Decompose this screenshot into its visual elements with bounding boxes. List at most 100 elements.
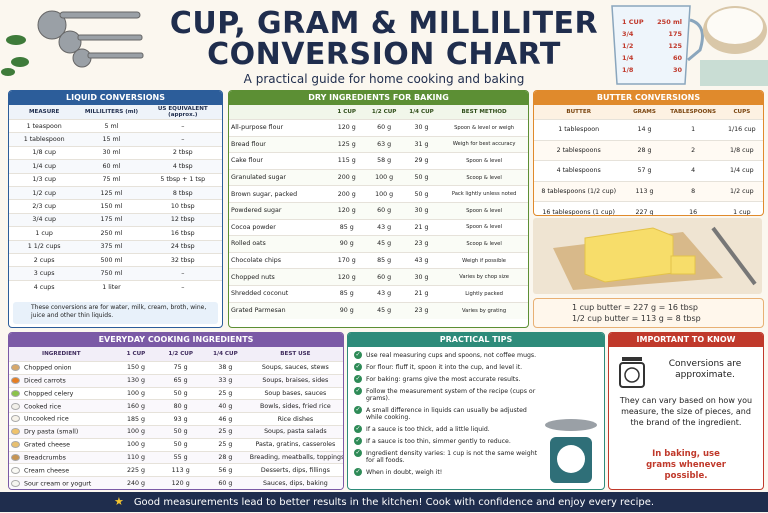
cell-text: 120 g: [171, 479, 190, 487]
table-cell: Lightly packed: [440, 284, 528, 303]
cell-text: 1/2 cup: [32, 189, 56, 197]
cell-text: 90 g: [339, 240, 354, 248]
table-cell: 12 tbsp: [143, 212, 222, 227]
table-cell: 16 tablespoons (1 cup): [534, 201, 624, 215]
cell-text: 1/4 cup: [730, 167, 754, 175]
cell-text: 30 g: [414, 207, 429, 215]
cell-text: 130 g: [126, 377, 145, 385]
table-cell: Bread flour: [229, 135, 329, 153]
header-cell: 1/2 CUP: [371, 109, 397, 115]
header-cell: US EQUIVALENT (approx.): [157, 106, 208, 118]
cell-text: 175 ml: [100, 216, 123, 224]
table-cell: Grated cheese: [9, 437, 114, 452]
table-cell: 14 g: [623, 119, 666, 140]
table-cell: 3/4 cup: [9, 212, 80, 227]
table-cell: Varies by chop size: [440, 268, 528, 286]
cell-text: 30 ml: [102, 149, 121, 157]
table-cell: –: [143, 279, 222, 294]
cell-text: 50 g: [414, 190, 429, 198]
cell-text: 200 g: [337, 174, 356, 182]
table-cell: 4 tbsp: [143, 159, 222, 174]
ingredient-icon: [11, 364, 20, 372]
table-cell: –: [143, 132, 222, 147]
table-cell: 30 g: [402, 201, 441, 220]
table-cell: Brown sugar, packed: [229, 185, 329, 203]
cell-text: 125 ml: [100, 189, 123, 197]
cell-text: 16: [689, 208, 698, 216]
cell-text: Desserts, dips, fillings: [260, 466, 330, 474]
table-row: 1 1/2 cups 375 ml 24 tbsp: [9, 239, 222, 254]
table-cell: Chopped nuts: [229, 268, 329, 286]
table-cell: 43 g: [365, 284, 403, 303]
table-cell: 100 g: [365, 168, 403, 186]
header-cell: INGREDIENT: [42, 351, 81, 357]
table-row: 1 cup 250 ml 16 tbsp: [9, 226, 222, 241]
important-panel: IMPORTANT TO KNOW Conversions are approx…: [608, 332, 764, 490]
cup-mark: 1/4: [622, 54, 634, 62]
table-cell: Cake flour: [229, 152, 329, 170]
table-cell: Pack lightly unless noted: [440, 185, 528, 203]
cell-text: 185 g: [126, 415, 145, 423]
table-cell: 200 g: [328, 168, 366, 186]
cell-text: 100 g: [126, 441, 145, 449]
cell-text: 63 g: [377, 140, 392, 148]
cell-text: 32 tbsp: [170, 256, 195, 264]
table-cell: 125 g: [328, 135, 366, 153]
table-cell: 60 ml: [79, 159, 144, 174]
cell-text: 75 g: [173, 364, 188, 372]
cell-text: –: [181, 283, 185, 291]
cell-text: Pasta, gratins, casseroles: [255, 441, 336, 449]
table-cell: 60 g: [203, 476, 248, 489]
cell-text: 1 liter: [102, 283, 121, 291]
cell-text: 25 g: [218, 441, 233, 449]
cell-text: 30 g: [414, 273, 429, 281]
table-cell: 58 g: [365, 152, 403, 170]
panel-title: LIQUID CONVERSIONS: [9, 91, 222, 105]
cup-marks: 1 CUP 3/4 1/2 1/4 1/8 250 ml 175 125 60 30: [618, 10, 684, 82]
table-cell: 21 g: [402, 218, 441, 236]
table-cell: Soups, sauces, stews: [247, 361, 343, 375]
cell-text: Chocolate chips: [231, 257, 281, 265]
cell-text: 90 g: [339, 307, 354, 315]
table-cell: 28 g: [623, 139, 666, 161]
cell-text: 29 g: [414, 157, 429, 165]
table-cell: 4: [665, 160, 721, 181]
cell-text: 120 g: [337, 124, 356, 132]
cell-text: 46 g: [218, 415, 233, 423]
table-cell: 185 g: [113, 412, 159, 426]
table-cell: Spoon & level or weigh: [440, 119, 528, 137]
ingredient-icon: [11, 415, 20, 423]
table-cell: Varies by grating: [440, 301, 528, 319]
cell-text: 43 g: [414, 257, 429, 265]
table-cell: 25 g: [203, 386, 248, 400]
table-cell: 43 g: [365, 218, 403, 236]
header-cell: 1/2 CUP: [168, 351, 193, 357]
table-cell: 80 g: [158, 399, 204, 413]
cell-text: 2 tbsp: [172, 149, 193, 157]
header-row: MEASURE MILLILITERS (ml) US EQUIVALENT (ap…: [9, 105, 222, 120]
table-row: 2 cups 500 ml 32 tbsp: [9, 252, 222, 267]
cell-text: All-purpose flour: [231, 124, 284, 132]
cell-text: 1/2 cup: [730, 187, 754, 195]
table-cell: Spoon & level: [440, 201, 528, 220]
table-cell: Rolled oats: [229, 235, 329, 253]
data-table: 1 CUP 1/2 CUP 1/4 CUP BEST METHOD All-purpos…: [229, 105, 528, 319]
cell-text: 50 g: [173, 428, 188, 436]
table-cell: 240 g: [113, 476, 159, 489]
header-cell: TABLESPOONS: [670, 109, 717, 115]
table-row: 16 tablespoons (1 cup) 227 g 16 1 cup: [534, 201, 763, 216]
data-table: BUTTER GRAMS TABLESPOONS CUPS 1 tablespoon 14…: [534, 105, 763, 216]
header-cell: 1/4 CUP: [213, 351, 238, 357]
table-cell: 65 g: [158, 373, 204, 388]
cell-text: 100 g: [126, 428, 145, 436]
ingredient-icon: [11, 402, 20, 410]
cell-text: 4 cups: [33, 283, 55, 291]
title-line-2: CONVERSION CHART: [207, 37, 561, 72]
table-cell: 2/3 cup: [9, 199, 80, 214]
cell-text: 5 tbsp + 1 tsp: [160, 176, 206, 184]
cell-text: Grated Parmesan: [231, 307, 286, 315]
table-cell: 90 g: [328, 301, 366, 319]
cell-text: 125 g: [337, 140, 356, 148]
cell-text: 33 g: [218, 377, 233, 385]
cell-text: 1/8 cup: [32, 149, 56, 157]
